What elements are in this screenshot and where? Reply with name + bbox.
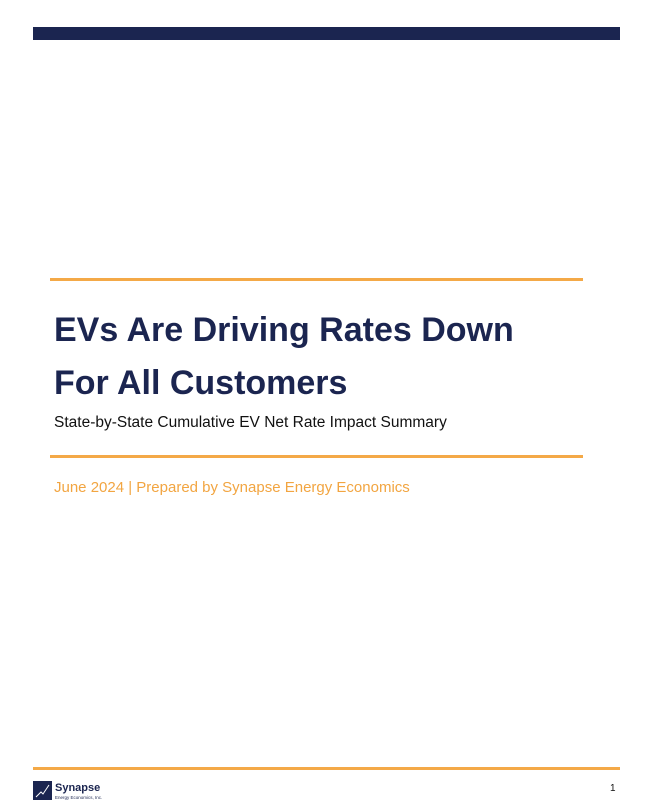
logo-graphic (35, 784, 50, 798)
footer-rule (33, 767, 620, 770)
header-bar (33, 27, 620, 40)
divider (50, 455, 583, 458)
logo-name: Synapse (55, 782, 101, 794)
divider (50, 278, 583, 281)
title-line: For All Customers (54, 364, 348, 402)
logo-subtitle: Energy Economics, Inc. (55, 795, 103, 800)
date-line: June 2024 | Prepared by Synapse Energy E… (54, 479, 410, 496)
logo-icon (33, 781, 52, 800)
subtitle: State-by-State Cumulative EV Net Rate Im… (54, 414, 447, 431)
title: EVs Are Driving Rates Down For All Custo… (54, 304, 634, 410)
page-number: 1 (610, 783, 616, 794)
title-line: EVs Are Driving Rates Down (54, 311, 514, 349)
